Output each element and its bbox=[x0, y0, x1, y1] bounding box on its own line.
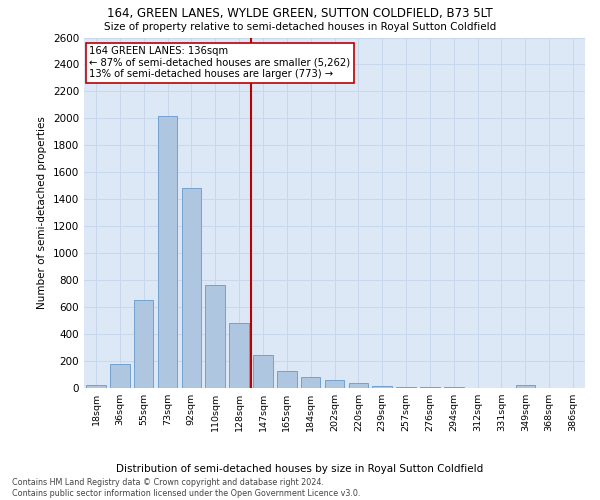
Bar bbox=[444, 387, 464, 388]
Bar bbox=[301, 376, 320, 388]
Bar bbox=[325, 380, 344, 388]
Text: Distribution of semi-detached houses by size in Royal Sutton Coldfield: Distribution of semi-detached houses by … bbox=[116, 464, 484, 474]
Bar bbox=[277, 370, 296, 388]
Bar bbox=[420, 387, 440, 388]
Bar bbox=[349, 384, 368, 388]
Bar bbox=[86, 385, 106, 388]
Bar bbox=[182, 188, 201, 388]
Text: Size of property relative to semi-detached houses in Royal Sutton Coldfield: Size of property relative to semi-detach… bbox=[104, 22, 496, 32]
Text: Contains HM Land Registry data © Crown copyright and database right 2024.
Contai: Contains HM Land Registry data © Crown c… bbox=[12, 478, 361, 498]
Text: 164, GREEN LANES, WYLDE GREEN, SUTTON COLDFIELD, B73 5LT: 164, GREEN LANES, WYLDE GREEN, SUTTON CO… bbox=[107, 8, 493, 20]
Bar bbox=[205, 285, 225, 388]
Bar bbox=[253, 355, 273, 388]
Bar bbox=[110, 364, 130, 388]
Bar bbox=[229, 323, 249, 388]
Bar bbox=[373, 386, 392, 388]
Bar bbox=[158, 116, 177, 388]
Bar bbox=[515, 385, 535, 388]
Text: 164 GREEN LANES: 136sqm
← 87% of semi-detached houses are smaller (5,262)
13% of: 164 GREEN LANES: 136sqm ← 87% of semi-de… bbox=[89, 46, 350, 80]
Bar bbox=[134, 300, 154, 388]
Bar bbox=[396, 387, 416, 388]
Y-axis label: Number of semi-detached properties: Number of semi-detached properties bbox=[37, 116, 47, 309]
